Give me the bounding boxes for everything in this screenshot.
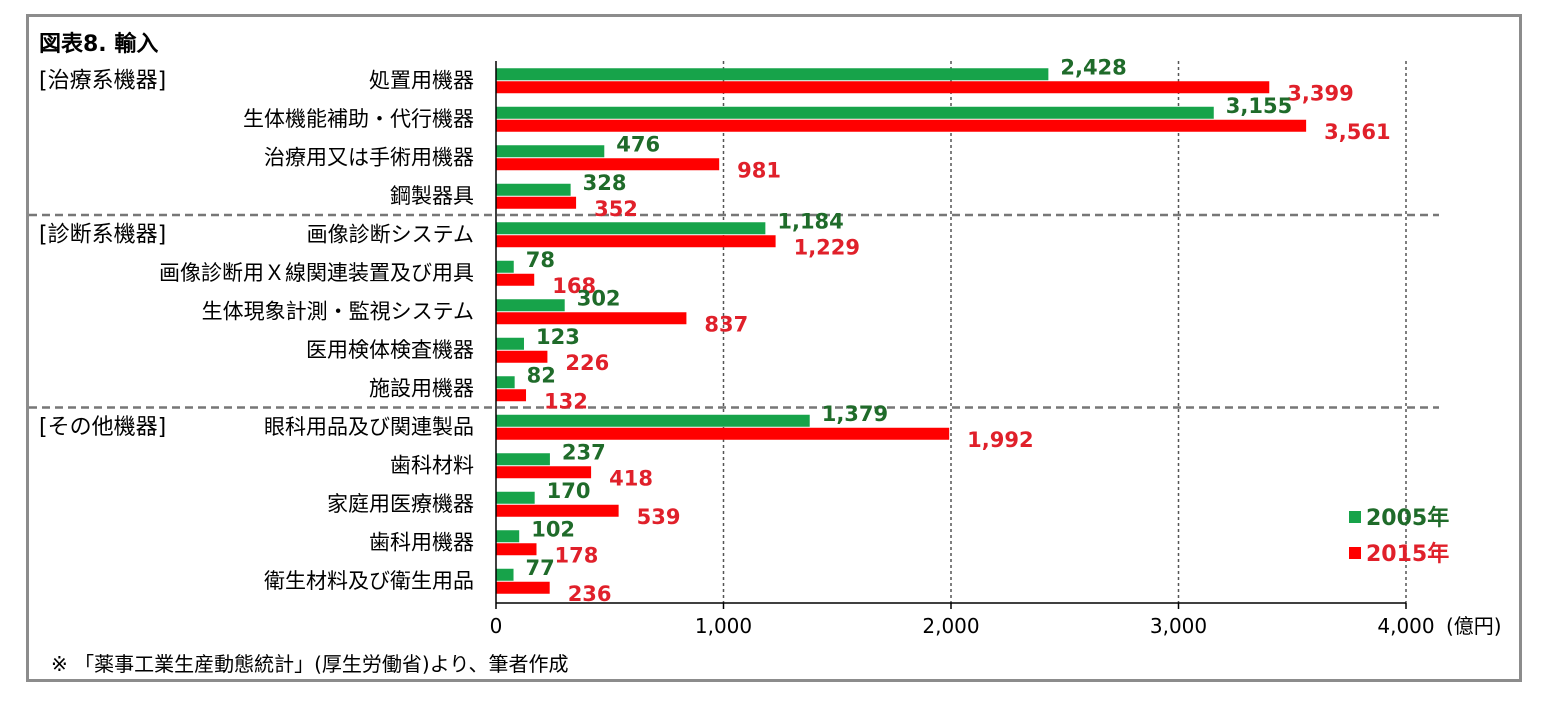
unit-label: (億円) <box>1446 614 1502 638</box>
bar-0-4 <box>496 222 766 235</box>
bar-0-9 <box>496 414 810 427</box>
legend-label-1: 2015年 <box>1366 541 1449 567</box>
value-label-1-6: 837 <box>704 312 748 336</box>
value-label-1-9: 1,992 <box>967 428 1033 452</box>
value-label-1-4: 1,229 <box>794 235 860 259</box>
bar-1-1 <box>496 119 1307 132</box>
value-label-1-8: 132 <box>544 389 588 413</box>
category-label-1: 生体機能補助・代行機器 <box>243 107 474 131</box>
value-label-0-2: 476 <box>616 132 660 156</box>
value-label-1-13: 236 <box>568 582 612 606</box>
bar-0-7 <box>496 337 524 350</box>
value-label-0-9: 1,379 <box>822 402 888 426</box>
legend-swatch-1 <box>1349 547 1361 559</box>
value-label-1-11: 539 <box>637 505 681 529</box>
value-label-0-5: 78 <box>526 248 555 272</box>
category-label-9: 眼科用品及び関連製品 <box>264 415 474 439</box>
group-separators <box>29 213 1439 409</box>
tick-label-3: 3,000 <box>1150 614 1207 638</box>
gridlines <box>722 61 1407 603</box>
value-label-1-7: 226 <box>565 351 609 375</box>
value-label-0-11: 170 <box>547 479 591 503</box>
bar-0-10 <box>496 453 550 466</box>
bar-0-1 <box>496 106 1214 119</box>
value-label-0-10: 237 <box>562 440 606 464</box>
bar-0-12 <box>496 530 520 543</box>
chart-title: 図表8. 輸入 <box>39 31 158 57</box>
value-label-1-1: 3,561 <box>1324 120 1390 144</box>
tick-label-2: 2,000 <box>922 614 979 638</box>
category-label-11: 家庭用医療機器 <box>327 492 474 516</box>
value-label-0-13: 77 <box>526 556 555 580</box>
value-label-0-7: 123 <box>536 325 580 349</box>
bar-0-2 <box>496 145 605 158</box>
legend-swatch-0 <box>1349 511 1361 523</box>
bar-0-11 <box>496 491 535 504</box>
bar-1-13 <box>496 581 550 594</box>
tick-label-1: 1,000 <box>695 614 752 638</box>
category-label-3: 鋼製器具 <box>390 184 474 208</box>
legend: 2005年 2015年 <box>1349 505 1449 567</box>
bar-1-4 <box>496 235 776 248</box>
bar-1-6 <box>496 312 687 325</box>
value-label-1-3: 352 <box>594 197 638 221</box>
source-note: ※ 「薬事工業生産動態統計」(厚生労働省)より、筆者作成 <box>51 652 569 676</box>
bar-0-13 <box>496 568 514 581</box>
value-label-0-12: 102 <box>531 517 575 541</box>
value-label-1-10: 418 <box>609 466 653 490</box>
bar-1-0 <box>496 81 1270 94</box>
bar-0-8 <box>496 376 515 389</box>
bar-1-9 <box>496 427 950 440</box>
bar-1-10 <box>496 466 592 479</box>
bar-1-7 <box>496 350 548 363</box>
bar-0-5 <box>496 260 514 273</box>
bar-1-5 <box>496 273 535 286</box>
category-label-6: 生体現象計測・監視システム <box>202 299 474 323</box>
bars <box>496 68 1307 594</box>
chart-frame: 図表8. 輸入 処置用機器生体機能補助・代行機器治療用又は手術用機器鋼製器具画像… <box>26 14 1522 682</box>
bar-1-8 <box>496 389 527 402</box>
bar-1-2 <box>496 158 720 171</box>
bar-0-6 <box>496 299 565 312</box>
value-label-1-12: 178 <box>554 543 598 567</box>
value-label-0-1: 3,155 <box>1226 94 1292 118</box>
bar-0-3 <box>496 183 571 196</box>
bar-0-0 <box>496 68 1049 81</box>
bar-1-12 <box>496 543 537 556</box>
category-label-13: 衛生材料及び衛生用品 <box>264 569 474 593</box>
group-label-0: [治療系機器] <box>39 68 166 93</box>
category-label-0: 処置用機器 <box>369 68 474 92</box>
category-label-10: 歯科材料 <box>390 453 474 477</box>
category-label-8: 施設用機器 <box>369 376 474 400</box>
bar-chart: 図表8. 輸入 処置用機器生体機能補助・代行機器治療用又は手術用機器鋼製器具画像… <box>29 31 1502 676</box>
value-label-0-0: 2,428 <box>1060 55 1126 79</box>
value-label-0-4: 1,184 <box>777 209 843 233</box>
value-label-0-8: 82 <box>527 363 556 387</box>
x-axis: 0 1,000 2,000 3,000 4,000 (億円) <box>490 61 1502 638</box>
category-labels: 処置用機器生体機能補助・代行機器治療用又は手術用機器鋼製器具画像診断システム画像… <box>159 68 474 593</box>
tick-label-4: 4,000 <box>1377 614 1434 638</box>
group-label-1: [診断系機器] <box>39 222 166 247</box>
tick-label-0: 0 <box>490 614 503 638</box>
category-label-4: 画像診断システム <box>307 222 474 246</box>
category-label-2: 治療用又は手術用機器 <box>264 145 474 169</box>
category-label-7: 医用検体検査機器 <box>306 338 474 362</box>
group-label-2: [その他機器] <box>39 415 166 440</box>
value-label-1-5: 168 <box>552 274 596 298</box>
group-labels: [治療系機器] [診断系機器] [その他機器] <box>39 68 166 440</box>
value-label-0-6: 302 <box>577 286 621 310</box>
bar-1-3 <box>496 196 577 209</box>
value-label-0-3: 328 <box>583 171 627 195</box>
category-label-5: 画像診断用Ｘ線関連装置及び用具 <box>159 261 474 285</box>
category-label-12: 歯科用機器 <box>369 530 474 554</box>
value-label-1-0: 3,399 <box>1287 81 1353 105</box>
legend-label-0: 2005年 <box>1366 505 1449 531</box>
bar-1-11 <box>496 504 619 517</box>
value-label-1-2: 981 <box>737 158 781 182</box>
